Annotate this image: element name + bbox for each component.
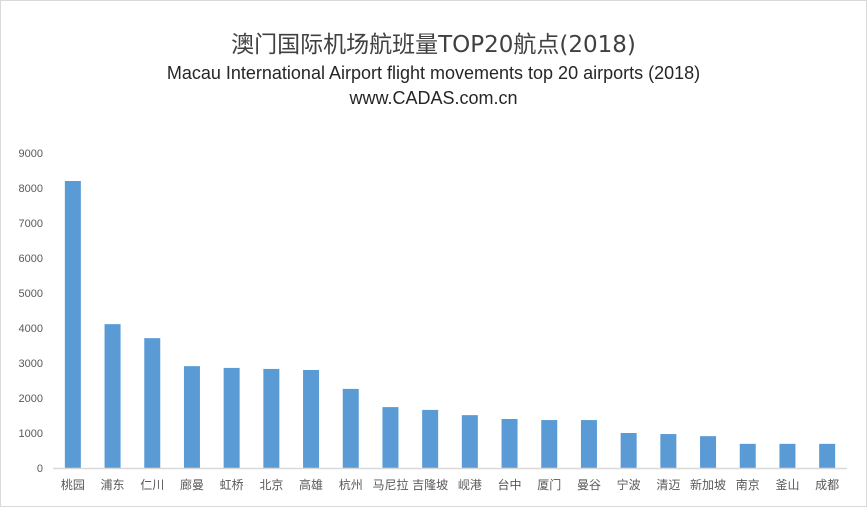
bar bbox=[580, 420, 597, 468]
x-tick-label: 新加坡 bbox=[690, 477, 726, 492]
bar bbox=[422, 409, 439, 468]
x-tick-label: 马尼拉 bbox=[372, 477, 408, 492]
x-tick-label: 北京 bbox=[259, 478, 283, 492]
x-tick-label: 釜山 bbox=[775, 477, 799, 492]
bar bbox=[144, 338, 161, 468]
x-tick-label: 成都 bbox=[815, 478, 839, 492]
x-tick-label: 桃园 bbox=[61, 477, 85, 492]
bar bbox=[739, 443, 756, 468]
bar bbox=[700, 436, 717, 468]
chart-subtitle: Macau International Airport flight movem… bbox=[166, 63, 701, 83]
y-tick-label: 9000 bbox=[19, 148, 43, 160]
bar bbox=[620, 433, 637, 468]
bar bbox=[263, 368, 280, 468]
bar bbox=[660, 434, 677, 468]
x-tick-label: 虹桥 bbox=[220, 478, 244, 492]
x-tick-label: 宁波 bbox=[617, 477, 641, 492]
chart-title: 澳门国际机场航班量TOP20航点(2018) bbox=[231, 32, 636, 58]
y-tick-label: 6000 bbox=[19, 253, 43, 265]
bar bbox=[64, 181, 81, 468]
x-tick-label: 高雄 bbox=[299, 477, 323, 492]
x-tick-label: 南京 bbox=[736, 477, 760, 492]
bar bbox=[461, 415, 478, 468]
x-tick-label: 岘港 bbox=[458, 478, 482, 492]
bar bbox=[342, 388, 359, 468]
y-tick-label: 2000 bbox=[19, 393, 43, 405]
x-tick-label: 清迈 bbox=[656, 478, 680, 492]
x-tick-label: 吉隆坡 bbox=[412, 477, 448, 492]
x-tick-label: 厦门 bbox=[537, 477, 561, 492]
y-tick-label: 4000 bbox=[19, 323, 43, 335]
x-tick-label: 仁川 bbox=[140, 478, 164, 492]
bar bbox=[819, 443, 836, 468]
x-tick-label: 曼谷 bbox=[577, 478, 601, 492]
x-tick-label: 廊曼 bbox=[180, 477, 204, 492]
bar bbox=[501, 419, 518, 468]
x-tick-label: 杭州 bbox=[339, 477, 363, 492]
y-tick-label: 7000 bbox=[19, 218, 43, 230]
x-tick-label: 浦东 bbox=[101, 478, 125, 492]
y-tick-label: 8000 bbox=[19, 183, 43, 195]
chart-source: www.CADAS.com.cn bbox=[349, 88, 518, 108]
bar bbox=[104, 324, 121, 468]
bar bbox=[183, 366, 200, 468]
y-tick-label: 1000 bbox=[19, 428, 43, 440]
bar bbox=[382, 407, 399, 468]
y-tick-label: 5000 bbox=[19, 288, 43, 300]
bar bbox=[223, 367, 240, 468]
x-tick-label: 台中 bbox=[498, 477, 522, 492]
y-tick-label: 0 bbox=[37, 463, 43, 475]
y-tick-label: 3000 bbox=[19, 358, 43, 370]
bar bbox=[541, 420, 558, 468]
bar bbox=[779, 443, 796, 468]
bar bbox=[303, 370, 320, 468]
